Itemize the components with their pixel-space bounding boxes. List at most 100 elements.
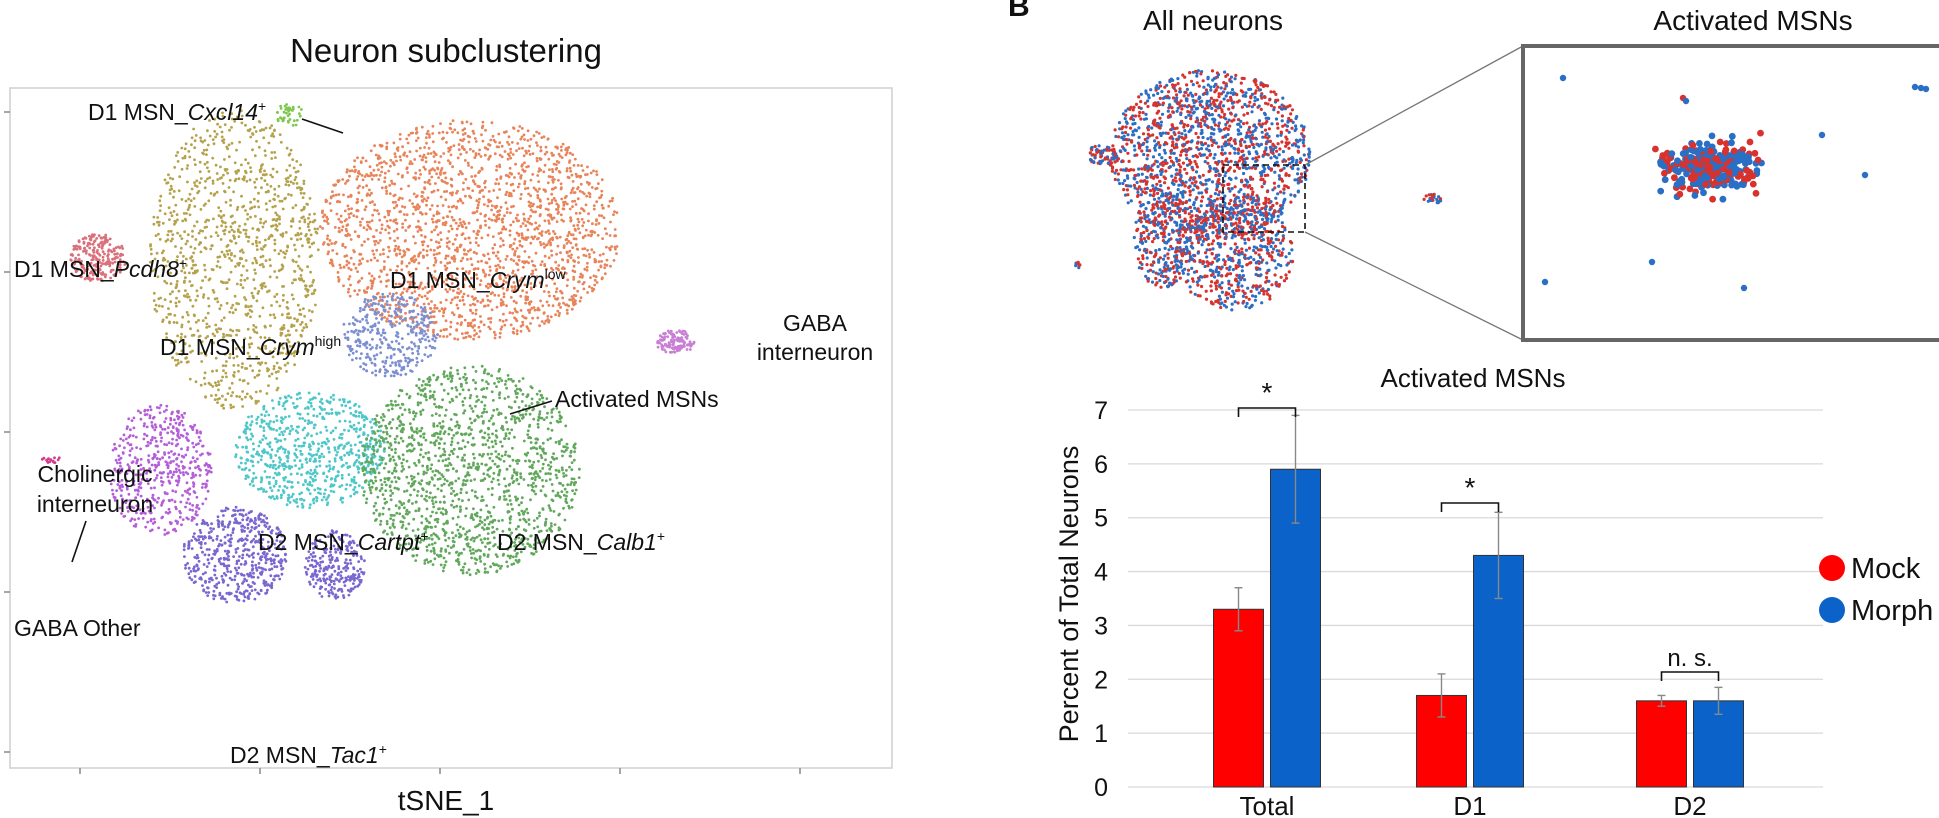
tsne-point	[540, 260, 544, 263]
tsne-point	[418, 211, 422, 214]
tsne-point	[328, 467, 332, 470]
tsne-point	[257, 145, 261, 149]
tsne-point	[599, 264, 603, 268]
tsne-point	[320, 441, 324, 445]
tsne-point	[467, 388, 471, 392]
tsne-point	[168, 188, 172, 192]
tsne-point	[509, 258, 513, 261]
tsne-point	[591, 222, 594, 226]
tsne-point	[297, 391, 301, 395]
tsne-point	[372, 174, 376, 178]
tsne-point	[197, 319, 200, 322]
tsne-point	[597, 222, 601, 225]
tsne-point	[320, 452, 324, 456]
tsne-point	[480, 236, 484, 240]
tsne-point	[562, 506, 565, 510]
tsne-point	[393, 486, 397, 490]
tsne-point	[448, 148, 452, 152]
tsne-point	[469, 122, 473, 126]
tsne-point	[323, 408, 326, 411]
tsne-point	[244, 427, 248, 431]
tsne-point	[231, 391, 235, 394]
tsne-point	[326, 234, 330, 238]
tsne-point	[216, 401, 219, 404]
tsne-point	[543, 219, 547, 223]
tsne-point	[396, 236, 400, 240]
tsne-point	[397, 307, 401, 311]
tsne-point	[546, 438, 550, 442]
tsne-point	[512, 127, 516, 130]
tsne-point	[423, 294, 427, 298]
tsne-point	[382, 336, 386, 340]
tsne-point	[356, 175, 360, 178]
tsne-point	[533, 210, 537, 214]
tsne-point	[311, 220, 315, 224]
tsne-point	[531, 466, 534, 470]
tsne-point	[493, 152, 497, 156]
tsne-point	[598, 196, 601, 200]
tsne-point	[366, 445, 370, 448]
tsne-point	[457, 315, 461, 319]
tsne-point	[218, 397, 222, 400]
tsne-point	[284, 108, 288, 111]
tsne-point	[522, 133, 526, 137]
tsne-point	[319, 431, 323, 434]
tsne-point	[290, 495, 294, 498]
tsne-point	[88, 234, 91, 238]
tsne-point	[286, 244, 289, 248]
tsne-point	[413, 158, 417, 161]
tsne-point	[468, 194, 471, 198]
tsne-point	[456, 199, 460, 203]
tsne-point	[567, 254, 571, 258]
tsne-point	[377, 321, 381, 325]
tsne-point	[363, 208, 367, 212]
tsne-point	[53, 456, 56, 460]
tsne-point	[419, 413, 423, 416]
tsne-point	[334, 426, 338, 430]
tsne-point	[401, 222, 404, 226]
tsne-point	[273, 497, 276, 501]
tsne-point	[86, 274, 90, 278]
tsne-point	[380, 165, 384, 169]
tsne-point	[571, 489, 574, 492]
tsne-point	[414, 171, 418, 175]
tsne-point	[171, 237, 174, 241]
tsne-point	[543, 246, 546, 249]
tsne-point	[274, 437, 277, 441]
tsne-point	[396, 372, 400, 376]
tsne-point	[267, 141, 271, 145]
tsne-point	[416, 349, 420, 353]
tsne-point	[574, 243, 578, 246]
tsne-point	[418, 169, 422, 172]
tsne-point	[349, 448, 353, 451]
tsne-point	[476, 184, 480, 188]
tsne-point	[333, 446, 337, 449]
tsne-point	[194, 238, 198, 241]
tsne-point	[302, 179, 306, 183]
tsne-point	[383, 477, 387, 480]
tsne-point	[361, 330, 365, 333]
tsne-point	[181, 156, 185, 160]
tsne-point	[664, 343, 668, 346]
tsne-point	[175, 213, 179, 217]
tsne-point	[446, 237, 449, 240]
tsne-point	[660, 335, 664, 339]
tsne-point	[264, 344, 267, 348]
tsne-point	[548, 232, 551, 236]
tsne-point	[352, 423, 356, 427]
tsne-point	[230, 228, 234, 232]
tsne-point	[271, 460, 275, 463]
tsne-point	[338, 436, 341, 440]
tsne-point	[293, 459, 297, 462]
tsne-point	[596, 233, 600, 237]
tsne-point	[154, 234, 158, 238]
tsne-point	[207, 325, 211, 328]
tsne-point	[516, 142, 520, 145]
tsne-point	[327, 439, 330, 443]
tsne-point	[220, 319, 224, 322]
tsne-point	[423, 146, 426, 149]
tsne-point	[378, 218, 382, 222]
tsne-point	[391, 200, 395, 204]
tsne-point	[433, 541, 437, 545]
tsne-point	[461, 133, 465, 136]
